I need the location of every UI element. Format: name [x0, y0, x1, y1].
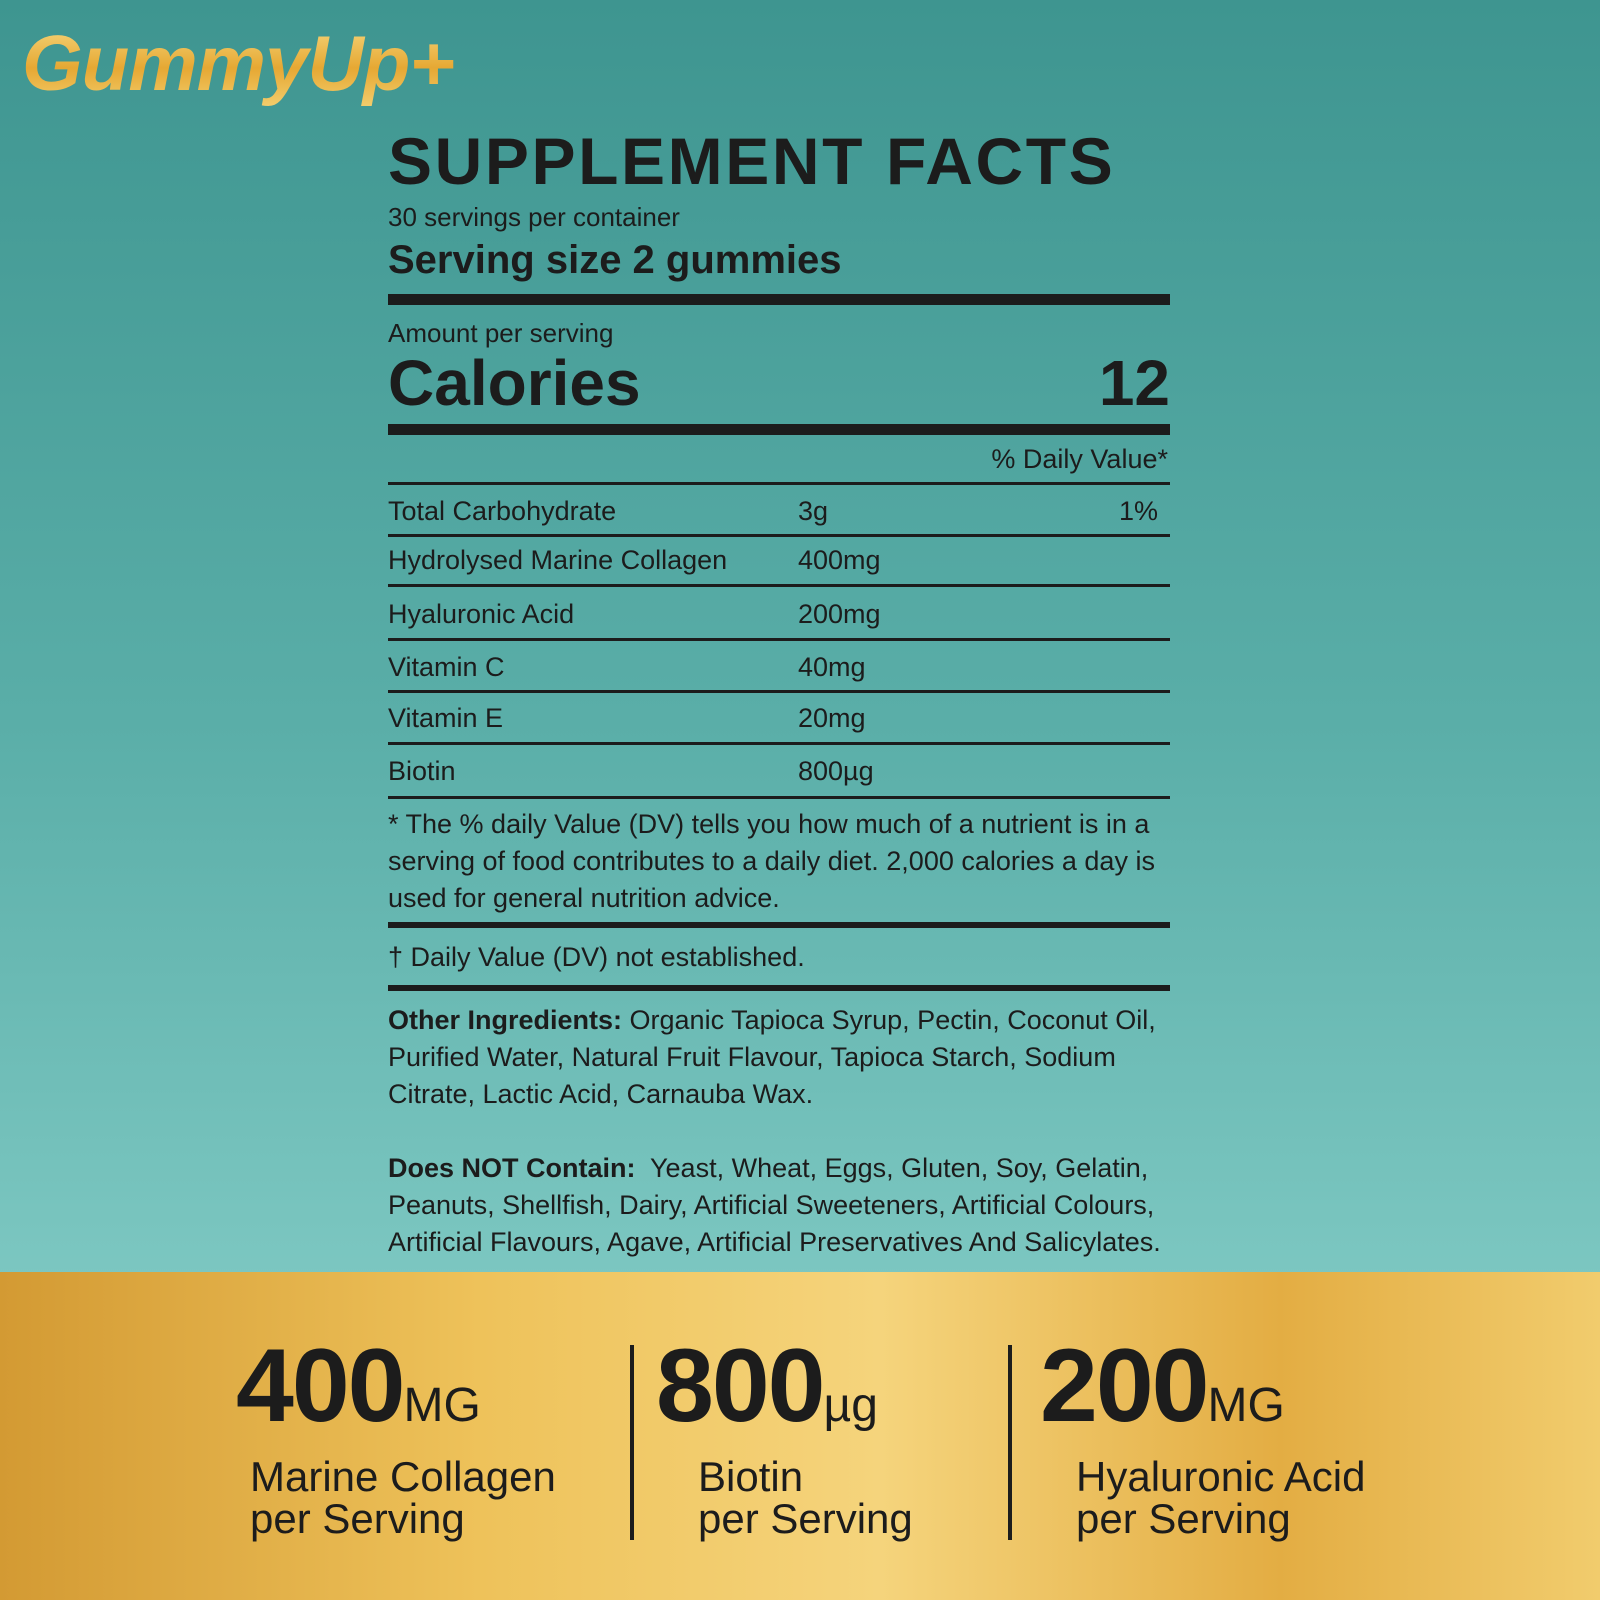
highlight-hyaluronic: 200MG Hyaluronic Acid per Serving [1040, 1334, 1365, 1540]
highlight-collagen: 400MG Marine Collagen per Serving [236, 1334, 556, 1540]
nutrient-amount: 800µg [798, 756, 874, 786]
nutrient-row: Hydrolysed Marine Collagen 400mg [388, 545, 1170, 585]
highlight-line1: Hyaluronic Acid [1076, 1453, 1366, 1500]
nutrient-row: Biotin 800µg [388, 756, 1170, 796]
daily-value-header: % Daily Value* [991, 444, 1168, 474]
serving-size: Serving size 2 gummies [388, 238, 842, 282]
divider-thick [388, 294, 1170, 305]
nutrient-row: Vitamin C 40mg [388, 652, 1170, 692]
nutrient-amount: 200mg [798, 599, 881, 629]
divider-thick [388, 922, 1170, 928]
highlight-value: 200 [1040, 1328, 1210, 1444]
other-ingredients-text: Organic Tapioca Syrup, Pectin, Coconut O… [388, 1005, 1156, 1109]
divider-thick [388, 985, 1170, 991]
highlights-band [0, 1272, 1600, 1600]
highlight-line2: per Serving [698, 1495, 913, 1542]
highlight-separator [1008, 1345, 1012, 1540]
amount-per-serving: Amount per serving [388, 318, 614, 348]
divider [388, 796, 1170, 799]
divider [388, 690, 1170, 693]
highlight-line2: per Serving [1076, 1495, 1291, 1542]
nutrient-amount: 40mg [798, 652, 866, 682]
highlight-unit: µg [823, 1379, 878, 1432]
divider [388, 742, 1170, 745]
highlight-line2: per Serving [250, 1495, 465, 1542]
divider [388, 482, 1170, 485]
highlight-line1: Biotin [698, 1453, 804, 1500]
nutrient-amount: 400mg [798, 545, 881, 575]
does-not-contain: Does NOT Contain: Yeast, Wheat, Eggs, Gl… [388, 1150, 1188, 1261]
highlight-value: 400 [236, 1328, 406, 1444]
nutrient-name: Vitamin E [388, 703, 504, 733]
nutrient-name: Hydrolysed Marine Collagen [388, 545, 728, 575]
divider [388, 638, 1170, 641]
other-ingredients: Other Ingredients: Organic Tapioca Syrup… [388, 1002, 1188, 1113]
divider [388, 534, 1170, 537]
dagger-note: † Daily Value (DV) not established. [388, 942, 805, 972]
highlight-separator [630, 1345, 634, 1540]
highlight-value: 800 [656, 1328, 826, 1444]
divider-thick [388, 424, 1170, 435]
calories-value: 12 [1098, 347, 1170, 419]
does-not-contain-label: Does NOT Contain: [388, 1153, 636, 1183]
servings-per-container: 30 servings per container [388, 202, 680, 232]
nutrient-amount: 3g [798, 496, 829, 526]
nutrient-name: Hyaluronic Acid [388, 599, 575, 629]
highlight-unit: MG [403, 1379, 481, 1432]
divider [388, 584, 1170, 587]
highlight-line1: Marine Collagen [250, 1453, 556, 1500]
nutrient-name: Biotin [388, 756, 456, 786]
nutrient-row: Hyaluronic Acid 200mg [388, 599, 1170, 639]
nutrient-row: Vitamin E 20mg [388, 703, 1170, 743]
nutrient-name: Vitamin C [388, 652, 505, 682]
nutrient-amount: 20mg [798, 703, 866, 733]
nutrient-name: Total Carbohydrate [388, 496, 617, 526]
highlight-unit: MG [1207, 1379, 1285, 1432]
nutrient-daily-value: 1% [1118, 496, 1158, 526]
nutrient-row: Total Carbohydrate 3g 1% [388, 496, 1170, 536]
highlight-biotin: 800µg Biotin per Serving [656, 1334, 913, 1540]
brand-logo: GummyUp+ [22, 19, 455, 107]
calories-label: Calories [388, 347, 641, 419]
other-ingredients-label: Other Ingredients: [388, 1005, 623, 1035]
does-not-contain-text: Yeast, Wheat, Eggs, Gluten, Soy, Gelatin… [388, 1153, 1161, 1257]
label-title: SUPPLEMENT FACTS [388, 124, 1116, 198]
footnote: * The % daily Value (DV) tells you how m… [388, 809, 1155, 913]
